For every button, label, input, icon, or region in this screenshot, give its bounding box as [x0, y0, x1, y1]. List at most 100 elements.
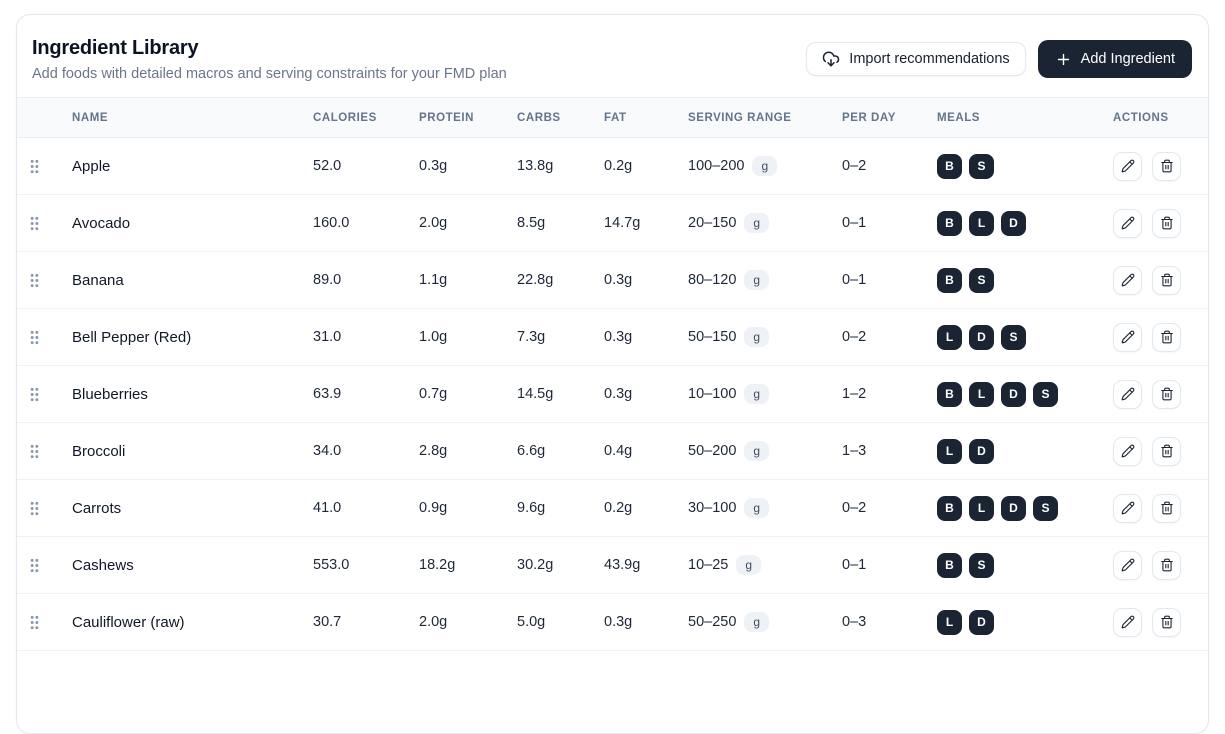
calories-value: 34.0 — [313, 443, 342, 459]
delete-button[interactable] — [1152, 322, 1181, 352]
delete-button[interactable] — [1152, 607, 1181, 637]
column-header-per-day: Per Day — [842, 111, 896, 124]
serving-range-value: 80–120 — [688, 271, 737, 288]
calories-value: 41.0 — [313, 500, 342, 516]
column-header-calories: Calories — [313, 111, 377, 124]
cloud-download-icon — [822, 50, 840, 68]
fat-value: 0.3g — [604, 614, 633, 630]
serving-range-cell: 20–150 g — [688, 212, 842, 234]
carbs-value: 7.3g — [517, 329, 546, 345]
carbs-value: 5.0g — [517, 614, 546, 630]
drag-handle[interactable] — [29, 558, 43, 573]
drag-handle[interactable] — [29, 273, 43, 288]
delete-button[interactable] — [1152, 208, 1181, 238]
table-row: Avocado 160.0 2.0g 8.5g 14.7g 20–150 g 0… — [17, 195, 1208, 252]
edit-button[interactable] — [1113, 208, 1142, 238]
carbs-value: 6.6g — [517, 443, 546, 459]
unit-badge: g — [744, 497, 770, 519]
drag-handle[interactable] — [29, 330, 43, 345]
calories-value: 31.0 — [313, 329, 342, 345]
serving-range-value: 10–100 — [688, 385, 737, 402]
edit-button[interactable] — [1113, 265, 1142, 295]
drag-handle[interactable] — [29, 159, 43, 174]
delete-button[interactable] — [1152, 265, 1181, 295]
meal-badge-breakfast: B — [937, 267, 962, 293]
ingredient-name: Blueberries — [72, 385, 148, 403]
column-header-actions: Actions — [1113, 111, 1169, 124]
drag-handle[interactable] — [29, 444, 43, 459]
delete-button[interactable] — [1152, 436, 1181, 466]
per-day-value: 0–3 — [842, 614, 867, 630]
serving-range-cell: 50–150 g — [688, 326, 842, 348]
meal-badge-dinner: D — [1001, 210, 1026, 236]
edit-button[interactable] — [1113, 436, 1142, 466]
calories-value: 160.0 — [313, 215, 350, 231]
calories-value: 30.7 — [313, 614, 342, 630]
meal-badges: B S — [937, 153, 1113, 179]
meal-badge-snack: S — [1033, 495, 1058, 521]
unit-badge: g — [744, 611, 770, 633]
edit-button[interactable] — [1113, 550, 1142, 580]
column-header-fat: Fat — [604, 111, 627, 124]
meal-badge-dinner: D — [969, 609, 994, 635]
fat-value: 43.9g — [604, 557, 641, 573]
protein-value: 1.1g — [419, 272, 448, 288]
delete-button[interactable] — [1152, 151, 1181, 181]
edit-button[interactable] — [1113, 379, 1142, 409]
serving-range-value: 50–250 — [688, 613, 737, 630]
serving-range-value: 30–100 — [688, 499, 737, 516]
edit-button[interactable] — [1113, 151, 1142, 181]
table-row: Broccoli 34.0 2.8g 6.6g 0.4g 50–200 g 1–… — [17, 423, 1208, 480]
drag-handle[interactable] — [29, 387, 43, 402]
serving-range-cell: 80–120 g — [688, 269, 842, 291]
delete-button[interactable] — [1152, 550, 1181, 580]
drag-handle[interactable] — [29, 216, 43, 231]
table-row: Cauliflower (raw) 30.7 2.0g 5.0g 0.3g 50… — [17, 594, 1208, 651]
edit-button[interactable] — [1113, 322, 1142, 352]
pencil-icon — [1121, 615, 1135, 629]
serving-range-value: 50–150 — [688, 328, 737, 345]
fat-value: 0.4g — [604, 443, 633, 459]
per-day-value: 0–1 — [842, 215, 867, 231]
meal-badge-snack: S — [969, 267, 994, 293]
grip-vertical-icon — [29, 444, 40, 459]
row-actions — [1113, 208, 1192, 238]
trash-icon — [1160, 273, 1174, 287]
pencil-icon — [1121, 216, 1135, 230]
protein-value: 0.7g — [419, 386, 448, 402]
trash-icon — [1160, 387, 1174, 401]
fat-value: 0.2g — [604, 158, 633, 174]
unit-badge: g — [744, 383, 770, 405]
edit-button[interactable] — [1113, 607, 1142, 637]
delete-button[interactable] — [1152, 379, 1181, 409]
drag-handle[interactable] — [29, 615, 43, 630]
grip-vertical-icon — [29, 330, 40, 345]
column-header-protein: Protein — [419, 111, 474, 124]
protein-value: 0.3g — [419, 158, 448, 174]
calories-value: 52.0 — [313, 158, 342, 174]
edit-button[interactable] — [1113, 493, 1142, 523]
fat-value: 0.2g — [604, 500, 633, 516]
row-actions — [1113, 493, 1192, 523]
page-subtitle: Add foods with detailed macros and servi… — [32, 66, 507, 82]
serving-range-cell: 50–200 g — [688, 440, 842, 462]
table-row-partial — [17, 651, 1208, 708]
meal-badge-dinner: D — [969, 324, 994, 350]
ingredient-library-card: Ingredient Library Add foods with detail… — [16, 14, 1209, 734]
calories-value: 553.0 — [313, 557, 350, 573]
add-ingredient-button[interactable]: Add Ingredient — [1037, 40, 1192, 78]
table-row: Bell Pepper (Red) 31.0 1.0g 7.3g 0.3g 50… — [17, 309, 1208, 366]
serving-range-value: 100–200 — [688, 157, 745, 174]
meal-badge-snack: S — [1033, 381, 1058, 407]
meal-badge-lunch: L — [969, 495, 994, 521]
import-recommendations-button[interactable]: Import recommendations — [806, 42, 1026, 76]
table-row: Banana 89.0 1.1g 22.8g 0.3g 80–120 g 0–1… — [17, 252, 1208, 309]
page-title: Ingredient Library — [32, 37, 199, 59]
trash-icon — [1160, 501, 1174, 515]
serving-range-cell: 30–100 g — [688, 497, 842, 519]
drag-handle[interactable] — [29, 501, 43, 516]
carbs-value: 9.6g — [517, 500, 546, 516]
trash-icon — [1160, 615, 1174, 629]
delete-button[interactable] — [1152, 493, 1181, 523]
ingredient-name: Apple — [72, 157, 111, 175]
